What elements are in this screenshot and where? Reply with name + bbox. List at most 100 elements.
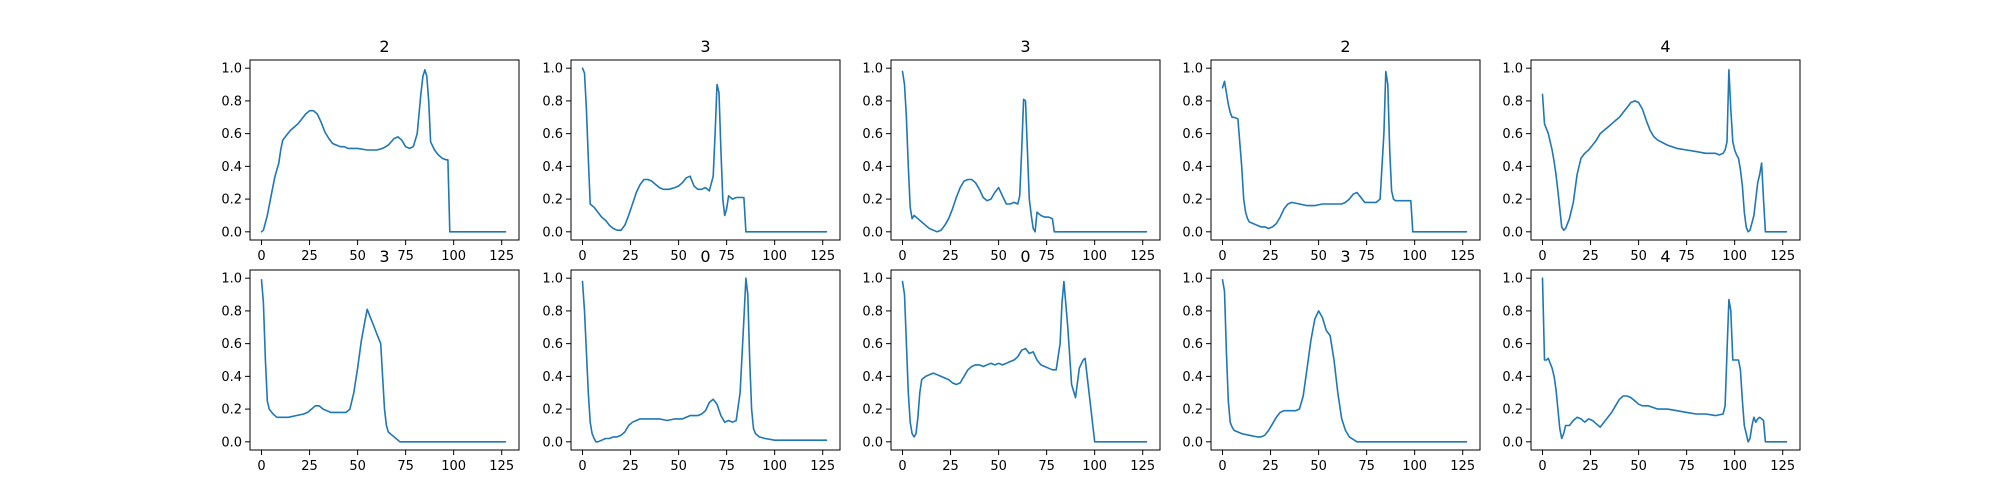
- x-tick-label: 125: [1450, 249, 1475, 264]
- y-tick-label: 0.8: [542, 94, 563, 109]
- y-tick-label: 0.6: [1182, 127, 1203, 142]
- subplot-2: 0 25 50 75 100 125 0.0 0.2 0.4 0.6 0.8 1.0 3: [542, 37, 841, 264]
- x-tick-label: 125: [810, 459, 835, 474]
- x-tick-label: 0: [898, 459, 906, 474]
- x-tick-label: 100: [1722, 459, 1747, 474]
- subplot-8: 0 25 50 75 100 125 0.0 0.2 0.4 0.6 0.8 1.0 0: [862, 247, 1161, 474]
- y-tick-label: 0.2: [221, 193, 242, 208]
- y-tick-label: 1.0: [1182, 62, 1203, 77]
- y-tick-label: 1.0: [862, 272, 883, 287]
- series-line: [581, 277, 828, 443]
- subplot-title: 0: [700, 247, 710, 266]
- y-tick-label: 0.6: [1182, 337, 1203, 352]
- y-tick-label: 0.8: [542, 304, 563, 319]
- y-tick-label: 0.8: [1182, 94, 1203, 109]
- subplot-4: 0 25 50 75 100 125 0.0 0.2 0.4 0.6 0.8 1.0 2: [1182, 37, 1481, 264]
- axes-frame: [570, 59, 841, 241]
- y-tick-label: 0.0: [1502, 435, 1523, 450]
- y-tick-label: 0.6: [542, 337, 563, 352]
- axes-frame: [890, 59, 1161, 241]
- y-tick-label: 0.4: [221, 370, 242, 385]
- series-line: [581, 67, 828, 233]
- x-tick-label: 50: [1630, 459, 1647, 474]
- series-line: [1541, 69, 1788, 233]
- y-tick-label: 0.8: [221, 94, 242, 109]
- x-tick-label: 75: [718, 459, 735, 474]
- axes-frame: [1210, 269, 1481, 451]
- y-tick-label: 0.6: [1502, 127, 1523, 142]
- x-tick-label: 50: [1310, 459, 1327, 474]
- subplot-7: 0 25 50 75 100 125 0.0 0.2 0.4 0.6 0.8 1.0 0: [542, 247, 841, 474]
- y-tick-label: 0.6: [862, 337, 883, 352]
- x-tick-label: 50: [990, 459, 1007, 474]
- x-tick-label: 75: [397, 249, 414, 264]
- series-line: [260, 69, 507, 233]
- y-tick-label: 0.8: [862, 94, 883, 109]
- y-tick-label: 0.0: [221, 435, 242, 450]
- x-tick-label: 50: [670, 459, 687, 474]
- y-tick-label: 1.0: [1502, 272, 1523, 287]
- y-tick-label: 0.6: [1502, 337, 1523, 352]
- y-tick-label: 0.8: [1502, 94, 1523, 109]
- subplot-5: 0 25 50 75 100 125 0.0 0.2 0.4 0.6 0.8 1.0 4: [1502, 37, 1801, 264]
- subplot-title: 3: [1020, 37, 1030, 56]
- y-tick-label: 0.2: [1182, 193, 1203, 208]
- x-tick-label: 0: [1538, 459, 1546, 474]
- x-tick-label: 50: [670, 249, 687, 264]
- axes-frame: [1530, 59, 1801, 241]
- y-tick-label: 0.0: [862, 435, 883, 450]
- x-tick-label: 0: [1538, 249, 1546, 264]
- x-tick-label: 100: [441, 249, 466, 264]
- y-tick-label: 1.0: [862, 62, 883, 77]
- y-tick-label: 0.8: [1502, 304, 1523, 319]
- x-tick-label: 100: [1402, 249, 1427, 264]
- x-tick-label: 50: [990, 249, 1007, 264]
- x-tick-label: 75: [1678, 249, 1695, 264]
- x-tick-label: 125: [1130, 249, 1155, 264]
- subplot-title: 3: [1340, 247, 1350, 266]
- subplot-title: 3: [379, 247, 389, 266]
- x-tick-label: 100: [1722, 249, 1747, 264]
- y-tick-label: 0.0: [542, 225, 563, 240]
- x-tick-label: 100: [1402, 459, 1427, 474]
- x-tick-label: 100: [762, 249, 787, 264]
- x-tick-label: 125: [1770, 459, 1795, 474]
- x-tick-label: 0: [578, 249, 586, 264]
- y-tick-label: 0.4: [221, 160, 242, 175]
- y-tick-label: 0.2: [862, 403, 883, 418]
- y-tick-label: 0.6: [542, 127, 563, 142]
- x-tick-label: 0: [1218, 459, 1226, 474]
- x-tick-label: 25: [622, 249, 639, 264]
- x-tick-label: 0: [1218, 249, 1226, 264]
- x-tick-label: 0: [898, 249, 906, 264]
- y-tick-label: 0.0: [1502, 225, 1523, 240]
- y-tick-label: 0.4: [542, 160, 563, 175]
- series-line: [901, 70, 1148, 233]
- y-tick-label: 0.6: [221, 337, 242, 352]
- y-tick-label: 0.2: [862, 193, 883, 208]
- x-tick-label: 50: [1310, 249, 1327, 264]
- y-tick-label: 0.0: [542, 435, 563, 450]
- x-tick-label: 125: [1770, 249, 1795, 264]
- series-line: [1541, 277, 1788, 443]
- y-tick-label: 0.2: [1502, 403, 1523, 418]
- subplot-6: 0 25 50 75 100 125 0.0 0.2 0.4 0.6 0.8 1.0 3: [221, 247, 520, 474]
- axes-frame: [1210, 59, 1481, 241]
- x-tick-label: 100: [1082, 249, 1107, 264]
- x-tick-label: 25: [301, 459, 318, 474]
- y-tick-label: 1.0: [542, 62, 563, 77]
- axes-frame: [570, 269, 841, 451]
- x-tick-label: 50: [349, 249, 366, 264]
- x-tick-label: 75: [397, 459, 414, 474]
- axes-frame: [890, 269, 1161, 451]
- series-line: [1221, 278, 1468, 443]
- axes-frame: [249, 269, 520, 451]
- x-tick-label: 0: [257, 249, 265, 264]
- x-tick-label: 125: [1130, 459, 1155, 474]
- subplot-10: 0 25 50 75 100 125 0.0 0.2 0.4 0.6 0.8 1.0 4: [1502, 247, 1801, 474]
- subplot-title: 2: [379, 37, 389, 56]
- y-tick-label: 0.2: [1182, 403, 1203, 418]
- series-line: [1221, 70, 1468, 233]
- y-tick-label: 0.0: [862, 225, 883, 240]
- y-tick-label: 0.2: [542, 403, 563, 418]
